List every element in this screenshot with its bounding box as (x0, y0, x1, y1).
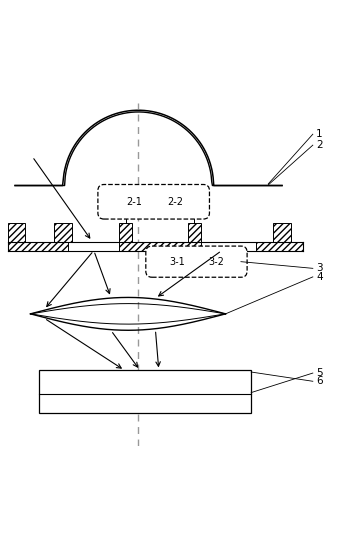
Bar (274, 223, 290, 242)
Text: 2-2: 2-2 (168, 197, 184, 207)
Bar (39, 371, 251, 413)
Text: 3-1: 3-1 (169, 257, 185, 267)
Text: 5: 5 (316, 368, 323, 378)
Bar (8, 242, 68, 250)
Text: 3-2: 3-2 (208, 257, 224, 267)
Text: 1: 1 (316, 129, 323, 139)
Bar (256, 242, 303, 250)
FancyBboxPatch shape (98, 184, 209, 219)
Text: 3: 3 (316, 264, 323, 273)
Text: 2: 2 (316, 140, 323, 150)
Text: 4: 4 (316, 272, 323, 282)
Bar (119, 223, 132, 242)
Text: 6: 6 (316, 376, 323, 386)
FancyBboxPatch shape (146, 246, 247, 277)
Bar (8, 223, 25, 242)
Bar (119, 242, 201, 250)
Text: 2-1: 2-1 (126, 197, 142, 207)
Bar (188, 223, 201, 242)
Bar (55, 223, 71, 242)
